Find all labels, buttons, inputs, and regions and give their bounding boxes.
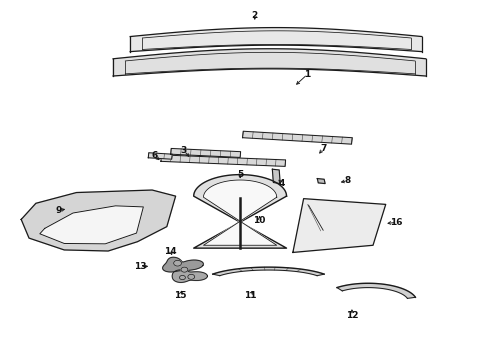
Polygon shape [213, 267, 324, 276]
Text: 2: 2 [252, 10, 258, 19]
Polygon shape [203, 180, 277, 245]
Polygon shape [113, 49, 426, 76]
Text: 10: 10 [253, 216, 266, 225]
Polygon shape [293, 199, 386, 252]
Text: 4: 4 [278, 179, 285, 188]
Text: 12: 12 [346, 311, 359, 320]
Circle shape [173, 260, 181, 266]
Text: 11: 11 [244, 291, 256, 300]
Polygon shape [194, 175, 287, 248]
Polygon shape [171, 148, 241, 157]
Polygon shape [172, 270, 207, 283]
Polygon shape [148, 153, 172, 159]
Polygon shape [130, 28, 422, 51]
Polygon shape [318, 179, 325, 184]
Text: 7: 7 [320, 144, 326, 153]
Polygon shape [161, 155, 286, 166]
Polygon shape [40, 206, 144, 244]
Polygon shape [243, 131, 352, 144]
Polygon shape [163, 257, 203, 272]
Text: 1: 1 [304, 70, 311, 79]
Polygon shape [21, 190, 175, 251]
Text: 15: 15 [174, 291, 187, 300]
Text: 6: 6 [151, 152, 158, 161]
Text: 14: 14 [165, 247, 177, 256]
Polygon shape [337, 283, 416, 298]
Text: 3: 3 [181, 146, 187, 155]
Circle shape [188, 274, 195, 279]
Text: 13: 13 [134, 262, 146, 271]
Text: 5: 5 [237, 170, 243, 179]
Circle shape [179, 275, 185, 280]
Polygon shape [272, 169, 280, 184]
Text: 8: 8 [344, 176, 351, 185]
Text: 16: 16 [390, 218, 403, 227]
Text: 9: 9 [55, 206, 62, 215]
Circle shape [181, 267, 188, 272]
